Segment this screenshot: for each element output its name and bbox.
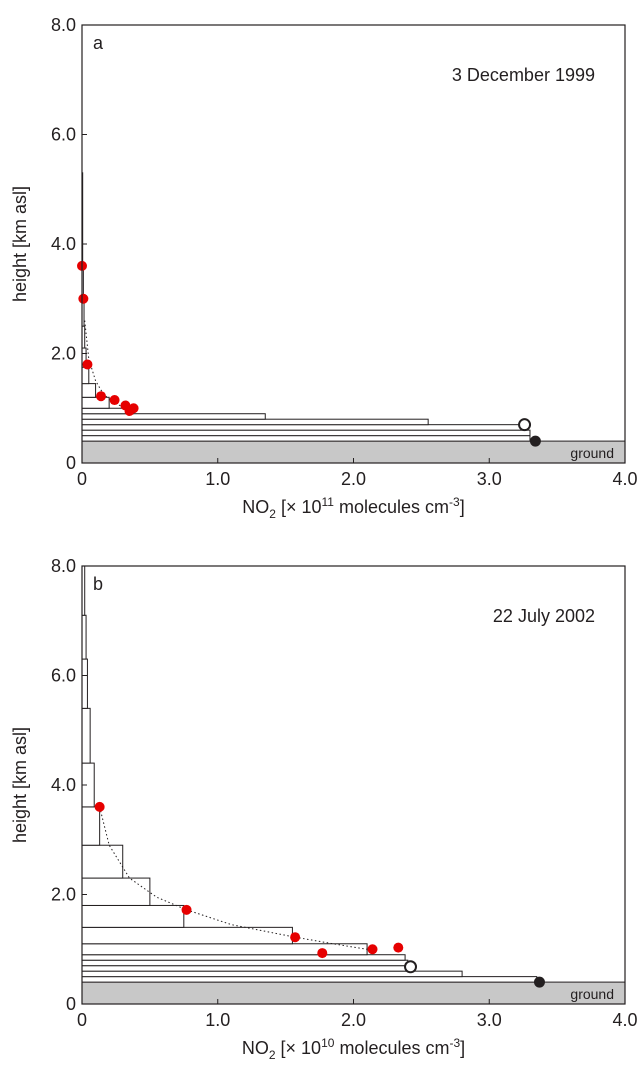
measured-point [181,904,192,915]
measured-point [317,948,328,959]
profile-bar [81,844,124,879]
profile-bars [81,172,531,442]
ground-label: ground [570,445,614,461]
y-tick-label: 6.0 [51,125,76,145]
y-tick-label: 2.0 [51,344,76,364]
x-tick-label: 2.0 [341,1010,366,1030]
y-axis-label: height [km asl] [10,727,30,843]
measured-point [78,293,89,304]
y-tick-label: 0 [66,994,76,1014]
profile-bar [81,429,531,437]
y-tick-label: 0 [66,453,76,473]
fit-curve [99,806,368,950]
x-tick-label: 4.0 [612,1010,637,1030]
profile-bar [81,976,538,983]
x-tick-label: 2.0 [341,469,366,489]
measured-point [109,395,120,406]
y-axis-label: height [km asl] [10,186,30,302]
profile-bar [81,954,406,961]
measured-points [94,801,404,959]
profile-bar [81,959,409,967]
filled-marker [529,435,541,447]
x-ticks: 0 1.0 2.0 3.0 4.0 [77,458,638,489]
fit-curve-line [99,806,368,950]
y-tick-label: 6.0 [51,666,76,686]
panel-b: 0 1.0 2.0 3.0 4.0 0 2.0 4.0 6.0 8.0 b 22 July 20… [10,556,638,1062]
measured-points [77,260,139,416]
x-tick-label: 0 [77,1010,87,1030]
x-tick-label: 0 [77,469,87,489]
panel-label: b [93,574,103,594]
x-tick-label: 4.0 [612,469,637,489]
profile-bar [81,877,151,906]
ground-label: ground [570,986,614,1002]
profile-bar [81,424,528,431]
y-ticks: 0 2.0 4.0 6.0 8.0 [51,556,87,1014]
measured-point [128,403,139,414]
profile-bar [81,383,97,398]
profile-bar [81,435,531,442]
profile-bar [81,926,293,945]
profile-bar [81,418,429,426]
profile-bar [81,707,91,764]
x-axis-label: NO2 [× 1010 molecules cm-3] [242,1036,465,1062]
measured-point [367,944,378,955]
measured-point [290,932,301,943]
measured-point [393,942,404,953]
profile-bars [81,565,538,983]
profile-bar [81,965,412,972]
surface-markers [518,418,541,447]
plot-frame [81,24,626,464]
profile-bar [81,413,266,420]
date-label: 3 December 1999 [452,65,595,85]
y-tick-label: 2.0 [51,885,76,905]
y-tick-label: 8.0 [51,556,76,576]
profile-bar [81,806,101,846]
y-tick-label: 8.0 [51,15,76,35]
x-tick-label: 1.0 [205,469,230,489]
measured-point [94,801,105,812]
panel-a: 0 1.0 2.0 3.0 4.0 0 2.0 4.0 6.0 8.0 a 3 December… [10,15,638,521]
axes-frame [81,24,626,464]
filled-marker [533,976,545,988]
surface-markers [404,960,545,988]
date-label: 22 July 2002 [493,606,595,626]
profile-bar [81,614,87,660]
y-tick-label: 4.0 [51,234,76,254]
profile-bar [81,366,90,385]
y-ticks: 0 2.0 4.0 6.0 8.0 [51,15,87,473]
measured-point [96,391,107,402]
measured-point [82,359,93,370]
x-axis-label: NO2 [× 1011 molecules cm-3] [242,495,464,521]
profile-bar [81,658,88,709]
open-marker [404,960,418,974]
open-marker [518,418,532,432]
x-ticks: 0 1.0 2.0 3.0 4.0 [77,999,638,1030]
profile-bar [81,904,185,928]
y-tick-label: 4.0 [51,775,76,795]
x-tick-label: 1.0 [205,1010,230,1030]
profile-bar [81,970,463,978]
x-tick-label: 3.0 [477,1010,502,1030]
x-tick-label: 3.0 [477,469,502,489]
panel-label: a [93,33,104,53]
